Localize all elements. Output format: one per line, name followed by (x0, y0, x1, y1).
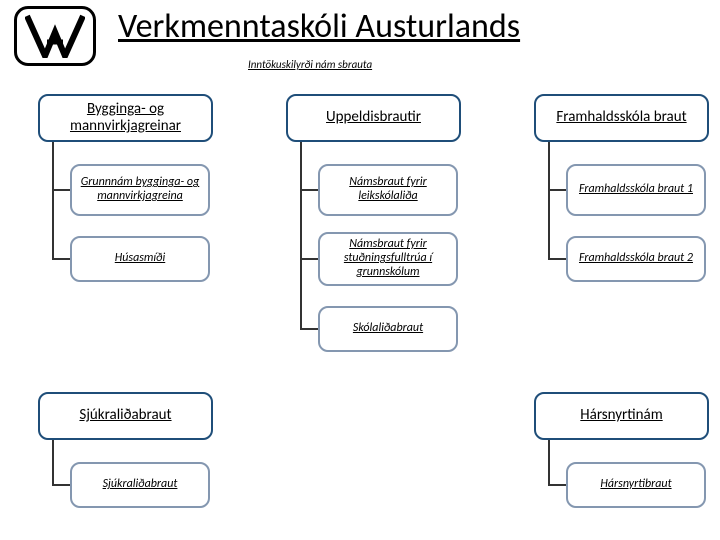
program-node-label: Framhaldsskóla braut 2 (579, 252, 693, 266)
connector-line (300, 258, 318, 260)
connector-line (52, 440, 54, 485)
category-header[interactable]: Uppeldisbrautir (286, 94, 461, 142)
category-header[interactable]: Bygginga- og mannvirkjagreinar (38, 94, 213, 142)
program-node-label: Námsbraut fyrir stuðningsfulltrúa í grun… (326, 238, 450, 279)
category-header-label: Sjúkraliðabraut (79, 407, 171, 424)
category-header[interactable]: Sjúkraliðabraut (38, 392, 213, 440)
program-node[interactable]: Framhaldsskóla braut 2 (566, 236, 706, 282)
program-node[interactable]: Hársnyrtibraut (566, 462, 706, 508)
connector-line (548, 440, 550, 485)
program-node[interactable]: Skólaliðabraut (318, 306, 458, 352)
program-node[interactable]: Húsasmíði (70, 236, 210, 282)
va-logo-icon (25, 14, 85, 58)
connector-line (52, 484, 70, 486)
program-node[interactable]: Framhaldsskóla braut 1 (566, 164, 706, 216)
connector-line (52, 142, 54, 259)
category-header-label: Hársnyrtinám (580, 407, 662, 424)
connector-line (52, 258, 70, 260)
connector-line (548, 142, 550, 259)
connector-line (300, 142, 302, 329)
connector-line (548, 484, 566, 486)
category-header[interactable]: Framhaldsskóla braut (534, 94, 709, 142)
category-header-label: Uppeldisbrautir (326, 109, 421, 126)
connector-line (548, 189, 566, 191)
connector-line (300, 189, 318, 191)
category-header[interactable]: Hársnyrtinám (534, 392, 709, 440)
program-node-label: Framhaldsskóla braut 1 (579, 183, 693, 197)
connector-line (300, 328, 318, 330)
category-header-label: Framhaldsskóla braut (556, 109, 686, 126)
program-node-label: Sjúkraliðabraut (103, 478, 178, 492)
program-node[interactable]: Grunnnám bygginga- og mannvirkjagreina (70, 164, 210, 216)
program-node[interactable]: Námsbraut fyrir leikskólaliða (318, 164, 458, 216)
program-node-label: Húsasmíði (115, 252, 165, 266)
category-header-label: Bygginga- og mannvirkjagreinar (46, 101, 205, 136)
program-node[interactable]: Námsbraut fyrir stuðningsfulltrúa í grun… (318, 232, 458, 286)
logo (14, 6, 96, 66)
program-node[interactable]: Sjúkraliðabraut (70, 462, 210, 508)
program-node-label: Grunnnám bygginga- og mannvirkjagreina (78, 176, 202, 204)
page-subtitle[interactable]: Inntökuskilyrði nám sbrauta (248, 58, 372, 71)
connector-line (548, 258, 566, 260)
program-node-label: Námsbraut fyrir leikskólaliða (326, 176, 450, 204)
page-title[interactable]: Verkmenntaskóli Austurlands (118, 6, 520, 47)
program-node-label: Hársnyrtibraut (600, 478, 671, 492)
connector-line (52, 189, 70, 191)
program-node-label: Skólaliðabraut (353, 322, 423, 336)
